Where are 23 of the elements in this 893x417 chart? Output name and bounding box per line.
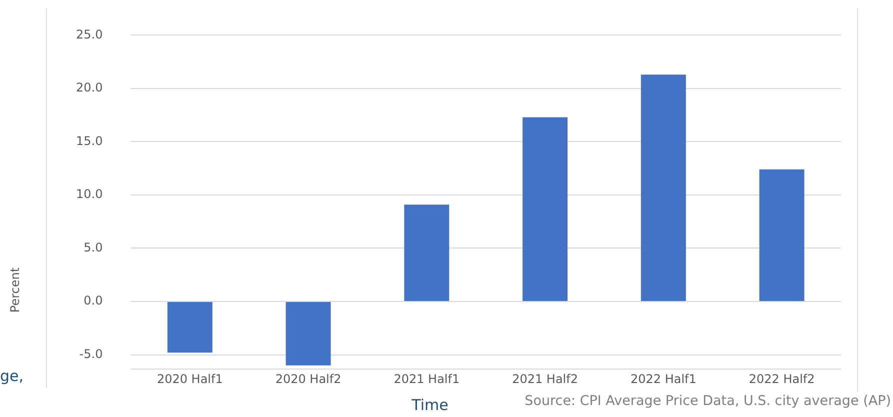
bar [522, 117, 568, 301]
x-tick-label: 2022 Half2 [748, 372, 815, 386]
x-tick-label: 2022 Half1 [630, 372, 696, 386]
bar [167, 302, 212, 353]
bar [286, 302, 331, 366]
y-tick-label: 15.0 [76, 134, 103, 148]
bar [404, 204, 450, 301]
x-tick-label: 2021 Half2 [512, 372, 578, 386]
y-tick-label: 10.0 [76, 187, 103, 202]
text: ge, [0, 367, 24, 385]
bar [759, 169, 804, 301]
y-tick-label: 5.0 [84, 240, 103, 254]
source-note: Source: CPI Average Price Data, U.S. city average (AP) [524, 393, 891, 409]
x-tick-label: 2021 Half1 [394, 372, 460, 386]
y-axis-title: Percent [8, 267, 22, 313]
y-tick-label: -5.0 [79, 346, 103, 361]
x-tick-label: 2020 Half1 [156, 372, 223, 386]
y-tick-label: 25.0 [76, 27, 103, 42]
y-tick-label: 20.0 [76, 80, 103, 95]
x-axis-title: Time [412, 396, 448, 414]
y-tick-label: 0.0 [84, 294, 103, 308]
bar [640, 74, 686, 301]
x-tick-label: 2020 Half2 [275, 372, 342, 386]
